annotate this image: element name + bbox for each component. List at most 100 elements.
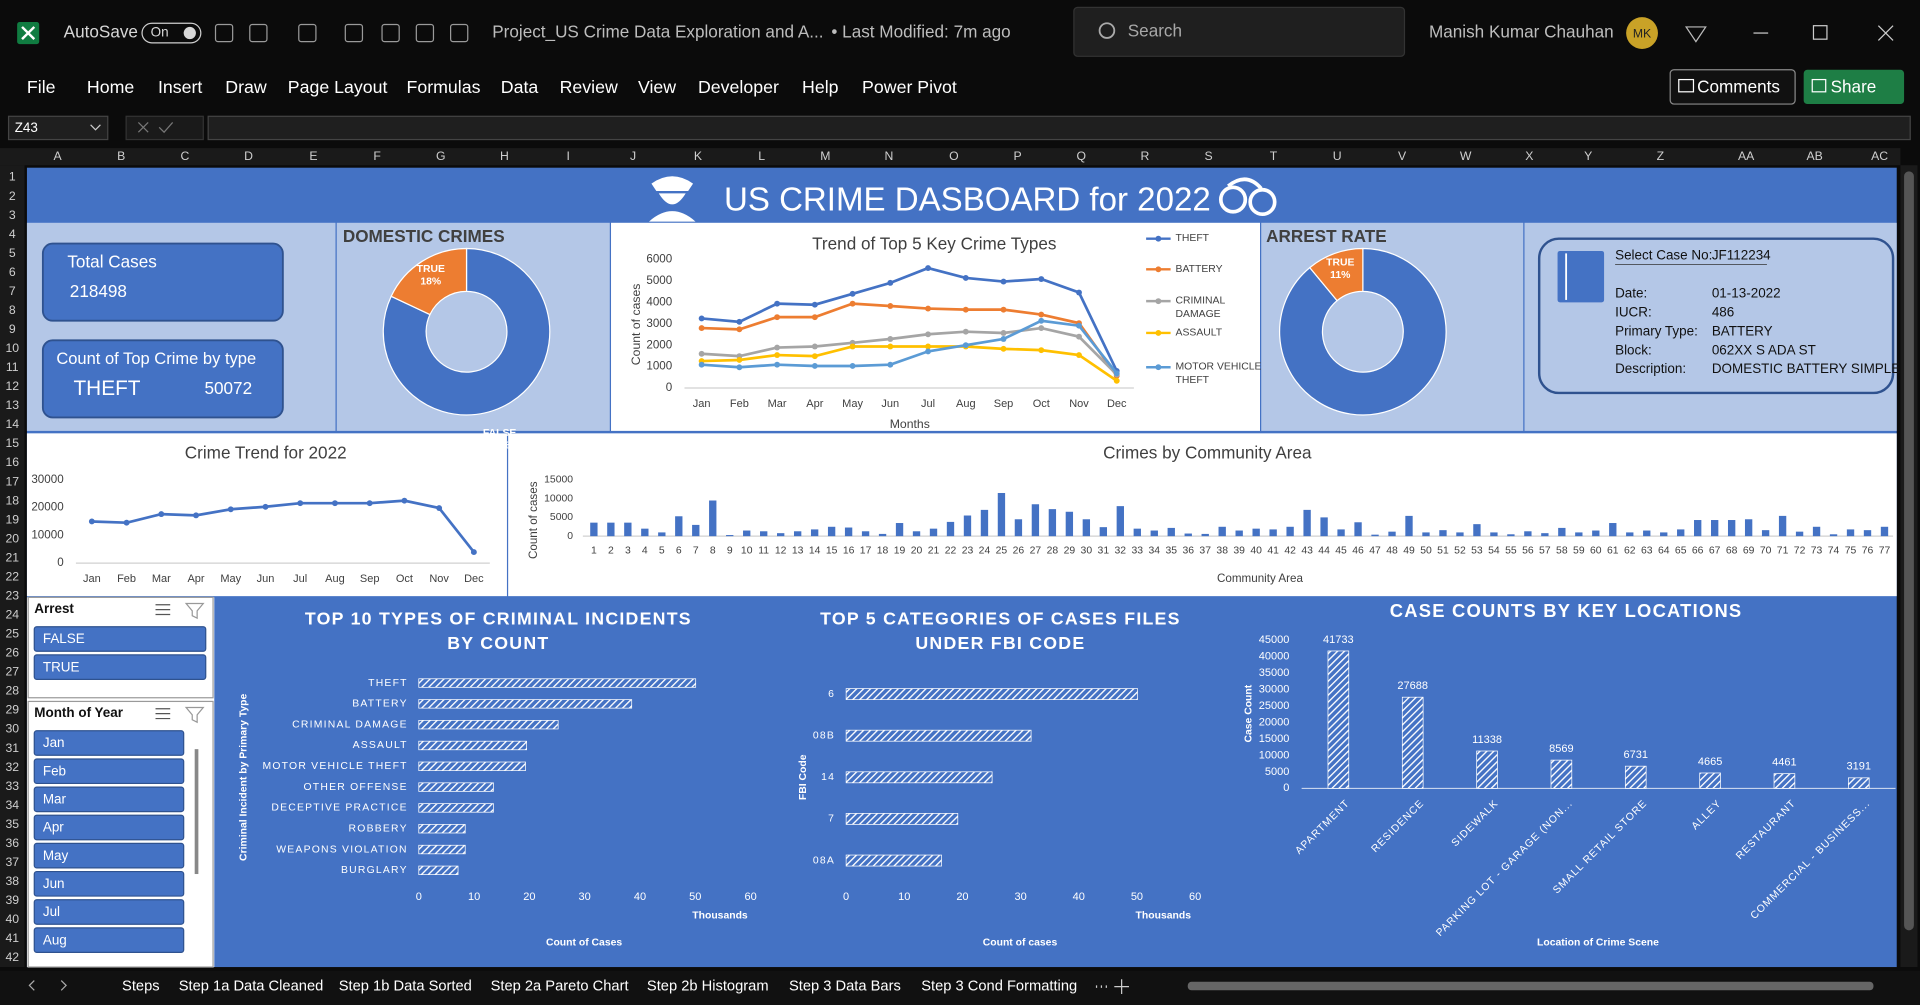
slicer-item[interactable] (33, 814, 185, 841)
slicer-item[interactable] (33, 730, 185, 756)
series-line (701, 266, 1118, 372)
scroll-thumb[interactable] (1904, 171, 1914, 931)
ribbon-tab[interactable]: Draw (225, 77, 267, 97)
x-tick-label: 39 (1233, 546, 1245, 557)
slicer-item[interactable] (33, 927, 185, 953)
dashboard-title: US CRIME DASBOARD for 2022 (724, 182, 1211, 219)
bar (1761, 530, 1770, 537)
slice-category: TRUE (1326, 258, 1354, 269)
slicer-item[interactable] (33, 626, 207, 652)
multi-select-icon[interactable] (155, 708, 171, 720)
sheet-tab[interactable]: Step 1b Data Sorted (339, 979, 472, 995)
bar (810, 529, 819, 537)
ribbon-tab[interactable]: Review (560, 77, 618, 97)
bar (1401, 696, 1424, 789)
sheet-tab[interactable]: Step 1a Data Cleaned (179, 979, 324, 995)
x-tick-label: 59 (1573, 546, 1585, 557)
row-header: 2 (9, 189, 16, 203)
row-header: 10 (5, 341, 19, 355)
bar (1660, 532, 1668, 537)
restore[interactable] (1812, 25, 1828, 40)
slicer-item[interactable] (33, 842, 185, 869)
comments-label: Comments (1697, 77, 1780, 97)
slicer-item[interactable] (33, 654, 207, 680)
row-header: 1 (9, 170, 16, 184)
sheet-tab[interactable]: Step 3 Cond Formatting (921, 979, 1077, 995)
ribbon-tab[interactable]: File (27, 77, 56, 97)
ribbon-tab[interactable]: Page Layout (288, 77, 388, 97)
bar (1116, 506, 1124, 537)
bar (1269, 529, 1277, 537)
pie-slice (1279, 247, 1447, 416)
sheet-tab[interactable]: Step 3 Data Bars (789, 979, 901, 995)
data-point (193, 512, 199, 519)
ribbon-tab[interactable]: Home (87, 77, 134, 97)
quick-access-icon[interactable] (415, 23, 435, 43)
ribbon-tab[interactable]: View (638, 77, 676, 97)
sheet-tab[interactable]: Step 2a Pareto Chart (491, 979, 629, 995)
data-point (811, 363, 818, 369)
x-tick-label: 0 (843, 891, 849, 903)
x-tick-label: 75 (1845, 546, 1857, 557)
bar (1773, 773, 1796, 789)
search-box[interactable] (1073, 6, 1406, 57)
multi-select-icon[interactable] (155, 604, 171, 616)
x-tick-label: 27 (1030, 546, 1042, 557)
slicer-item[interactable] (33, 786, 185, 813)
close[interactable] (1877, 25, 1894, 41)
quick-access-icon[interactable] (214, 23, 234, 43)
row-header: 23 (5, 589, 19, 603)
x-tick-label: 67 (1709, 546, 1721, 557)
ribbon-tab[interactable]: Data (501, 77, 539, 97)
autosave-label: AutoSave (64, 22, 138, 42)
bar (1694, 520, 1702, 537)
y-tick-label: DECEPTIVE PRACTICE (271, 803, 407, 814)
x-tick-label: Apr (806, 398, 823, 410)
ribbon-tab[interactable]: Help (802, 77, 839, 97)
y-tick-label: 15000 (544, 475, 573, 486)
slicer-item[interactable] (33, 899, 185, 925)
slice-label: 11% (1330, 270, 1350, 281)
add-sheet[interactable] (1114, 979, 1129, 994)
formula-input[interactable] (207, 115, 1911, 141)
ribbon-tab[interactable]: Power Pivot (862, 77, 957, 97)
data-point (811, 353, 818, 360)
quick-access-icon[interactable] (298, 23, 317, 43)
slicer-item[interactable] (33, 758, 185, 785)
quick-access-icon[interactable] (249, 23, 268, 43)
x-axis-title: Location of Crime Scene (1537, 937, 1659, 948)
slicer-item[interactable] (33, 870, 185, 897)
horizontal-scrollbar[interactable] (1187, 981, 1874, 991)
bar (726, 535, 734, 537)
row-header: 19 (5, 512, 19, 526)
quick-access-icon[interactable] (381, 23, 400, 43)
x-tick-label: 21 (928, 546, 940, 557)
clear-filter-icon[interactable] (184, 602, 205, 620)
clear-filter-icon[interactable] (184, 706, 205, 724)
name-box[interactable] (7, 115, 109, 141)
case-field-value: DOMESTIC BATTERY SIMPLE (1712, 361, 1900, 376)
top-crime-label: Count of Top Crime by type (56, 349, 256, 368)
bar (1524, 531, 1532, 537)
autosave-toggle[interactable] (141, 22, 202, 44)
quick-access-icon[interactable] (450, 23, 469, 43)
x-tick-label: 10 (898, 891, 910, 903)
share-button[interactable] (1803, 69, 1905, 105)
y-tick-label: THEFT (368, 678, 408, 689)
sheet-tab[interactable]: Steps (122, 979, 160, 995)
comments-button[interactable] (1669, 69, 1796, 105)
ribbon-tab[interactable]: Formulas (407, 77, 481, 97)
user-avatar[interactable] (1626, 17, 1658, 49)
tab-nav[interactable] (28, 980, 67, 991)
ribbon-tab[interactable]: Developer (698, 77, 779, 97)
legend-marker (1155, 266, 1162, 273)
data-label: 41733 (1323, 634, 1354, 646)
row-header: 7 (9, 284, 16, 298)
ribbon-tab[interactable]: Insert (158, 77, 202, 97)
sheet-tab[interactable]: Step 2b Histogram (647, 979, 769, 995)
quick-access-icon[interactable] (344, 23, 364, 43)
data-label: 11338 (1472, 734, 1502, 746)
bar (1150, 530, 1158, 537)
x-tick-label: Feb (730, 398, 749, 410)
community-panel (508, 433, 1897, 597)
